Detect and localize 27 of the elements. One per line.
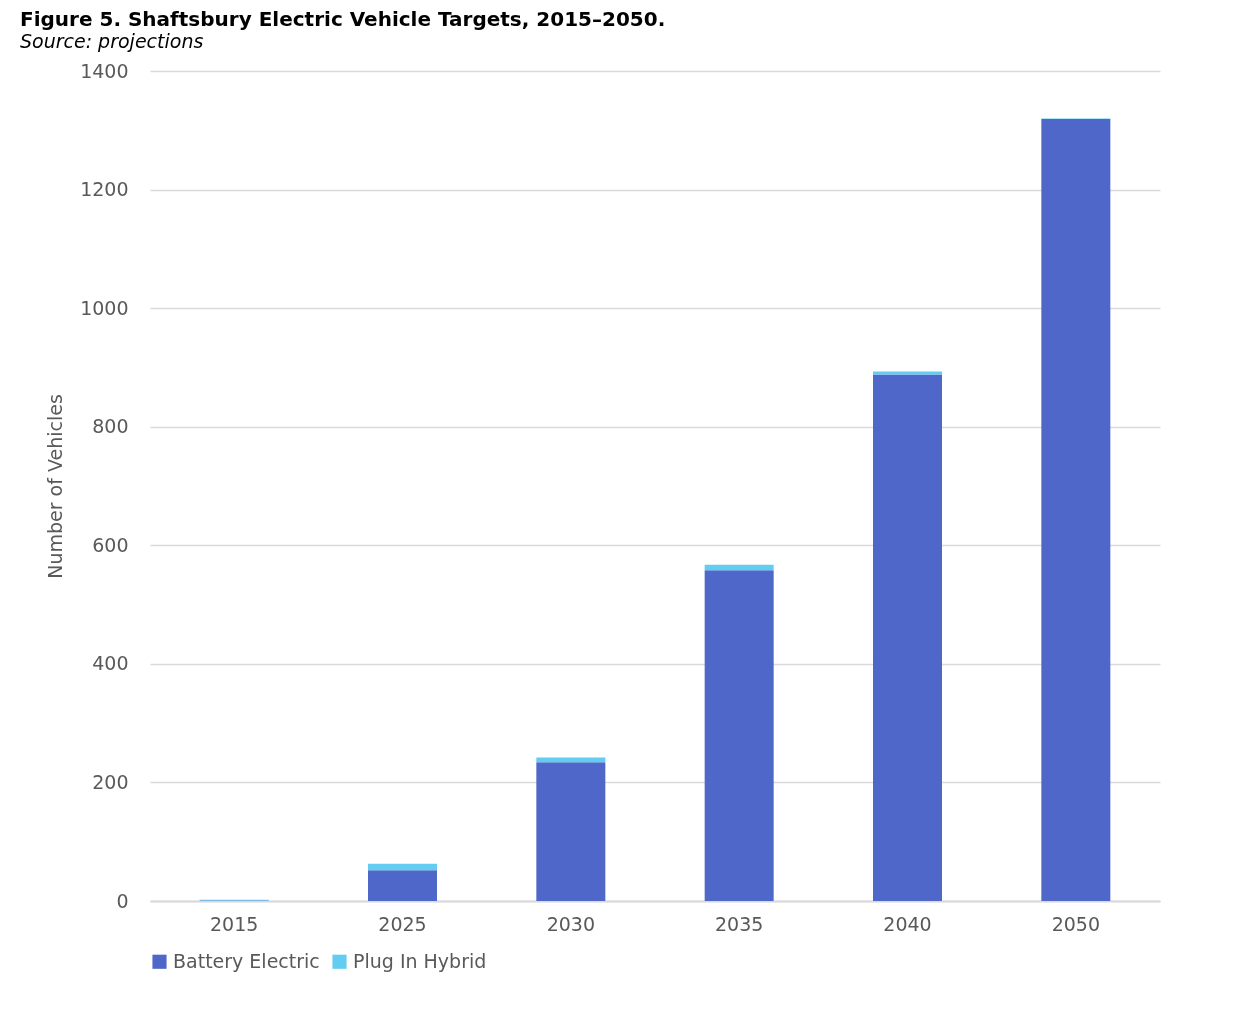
y-tick-label: 400 [92, 652, 129, 675]
x-tick-label: 2040 [883, 912, 932, 935]
source-note: Source: projections [20, 30, 204, 52]
y-axis-title: Number of Vehicles [44, 394, 67, 579]
bar [704, 570, 774, 901]
bar [704, 564, 774, 571]
y-tick-label: 0 [116, 889, 129, 912]
y-tick-label: 1400 [80, 59, 129, 82]
x-tick-label: 2030 [546, 912, 596, 935]
bar [873, 371, 942, 375]
x-tick-label: 2050 [1051, 912, 1101, 935]
bar [536, 762, 606, 901]
x-tick-label: 2015 [209, 912, 259, 935]
legend-label: Battery Electric [173, 949, 320, 972]
bar [873, 374, 942, 901]
x-tick-label: 2035 [714, 912, 764, 935]
y-tick-label: 1200 [80, 178, 129, 201]
bar [1041, 119, 1111, 901]
y-tick-label: 200 [92, 770, 129, 793]
chart-title: Figure 5. Shaftsbury Electric Vehicle Targets, 2015–2050. [20, 7, 666, 31]
bar [368, 863, 437, 871]
legend-label: Plug In Hybrid [353, 949, 487, 972]
x-tick-label: 2025 [378, 912, 427, 935]
y-tick-label: 1000 [80, 296, 129, 319]
y-tick-label: 600 [92, 533, 129, 556]
y-tick-label: 800 [92, 415, 129, 438]
bar [368, 870, 437, 901]
